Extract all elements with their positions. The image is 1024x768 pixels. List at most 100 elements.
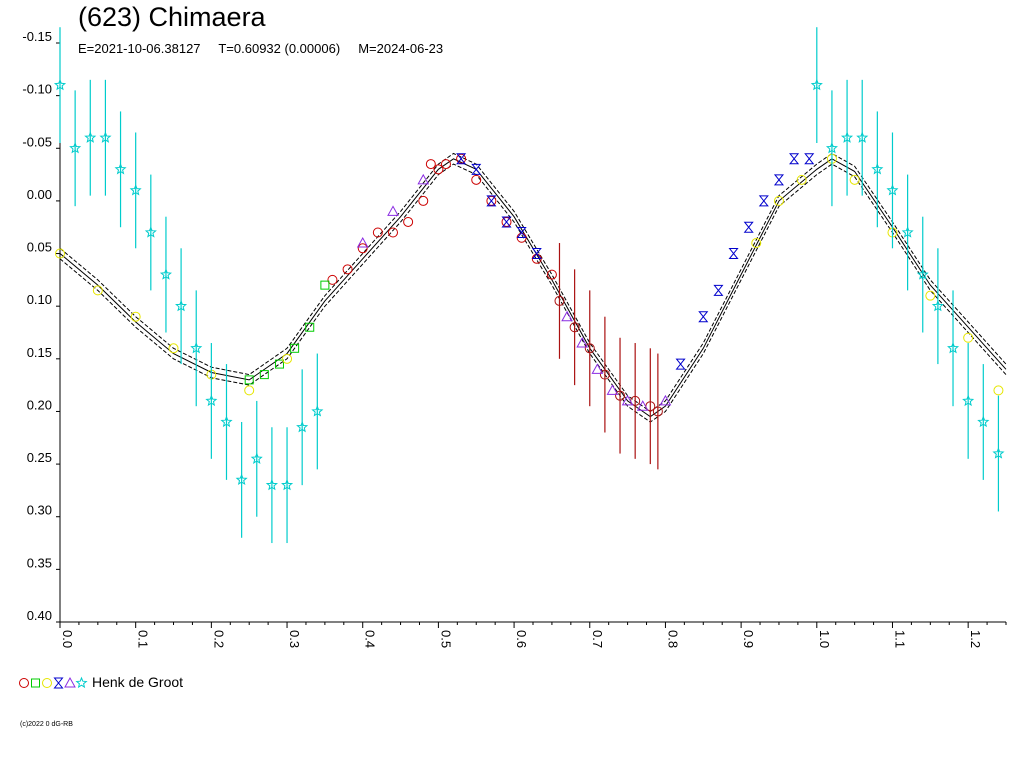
data-point bbox=[698, 311, 709, 323]
x-tick-label: 0.6 bbox=[514, 630, 529, 648]
data-point bbox=[99, 131, 112, 143]
data-point bbox=[296, 420, 309, 433]
lightcurve-plot: -0.15 -0.10 -0.05 0.00 0.05 0.10 0.15 0.20 0.25 0… bbox=[22, 27, 1007, 648]
data-point bbox=[372, 227, 383, 238]
data-point bbox=[501, 216, 512, 228]
data-point bbox=[615, 390, 626, 401]
data-point bbox=[713, 284, 724, 296]
data-point bbox=[554, 295, 565, 306]
data-point bbox=[69, 141, 82, 154]
y-tick-label: -0.05 bbox=[22, 134, 52, 149]
y-tick-label: 0.15 bbox=[27, 345, 52, 360]
data-point bbox=[55, 248, 65, 259]
data-point bbox=[456, 153, 467, 165]
data-point bbox=[804, 153, 815, 165]
data-point bbox=[621, 394, 634, 406]
x-tick-label: 1.0 bbox=[817, 630, 832, 648]
data-point bbox=[531, 248, 542, 260]
data-point bbox=[728, 248, 739, 260]
data-point bbox=[916, 268, 929, 280]
y-tick-label: 0.05 bbox=[27, 240, 52, 255]
data-point bbox=[810, 78, 823, 91]
data-point bbox=[963, 332, 974, 343]
data-point bbox=[599, 369, 610, 380]
data-point bbox=[175, 299, 188, 312]
data-point bbox=[743, 221, 754, 233]
data-point bbox=[274, 359, 284, 369]
data-point bbox=[886, 184, 899, 196]
data-point bbox=[576, 336, 589, 348]
data-point bbox=[250, 452, 263, 465]
data-point bbox=[342, 264, 353, 275]
x-tick-label: 0.8 bbox=[665, 630, 680, 648]
data-point bbox=[235, 473, 248, 485]
chart-title: (623) Chimaera bbox=[78, 2, 266, 32]
x-tick-label: 0.2 bbox=[211, 630, 226, 648]
y-tick-label: -0.10 bbox=[22, 82, 52, 97]
data-point bbox=[144, 226, 157, 238]
x-tick-label: 0.1 bbox=[136, 630, 151, 648]
data-point bbox=[546, 269, 557, 280]
data-point bbox=[856, 131, 869, 143]
data-point bbox=[84, 131, 97, 143]
data-point bbox=[825, 141, 838, 154]
data-point bbox=[675, 358, 686, 370]
data-point bbox=[130, 311, 141, 322]
x-tick-label: 0.0 bbox=[60, 630, 75, 648]
legend-symbol bbox=[64, 676, 76, 688]
chart-subtitle: E=2021-10-06.38127 T=0.60932 (0.00006) M… bbox=[78, 41, 443, 56]
data-point bbox=[849, 174, 860, 185]
legend-symbol bbox=[53, 677, 64, 689]
data-point bbox=[977, 415, 990, 428]
x-tick-label: 0.5 bbox=[438, 630, 453, 648]
legend-symbol bbox=[19, 678, 29, 688]
data-point bbox=[53, 78, 67, 91]
x-tick-label: 0.9 bbox=[741, 630, 756, 648]
data-point bbox=[205, 394, 218, 407]
legend-symbol bbox=[75, 676, 88, 689]
x-tick-label: 0.3 bbox=[287, 630, 302, 648]
x-tick-label: 0.4 bbox=[363, 630, 378, 648]
data-point bbox=[561, 310, 573, 322]
data-point bbox=[992, 447, 1005, 459]
data-point bbox=[190, 341, 203, 354]
y-tick-label: 0.10 bbox=[27, 292, 52, 307]
data-point bbox=[606, 384, 619, 395]
y-tick-label: 0.35 bbox=[27, 555, 52, 570]
data-point bbox=[433, 164, 444, 175]
data-point bbox=[773, 174, 785, 186]
data-point bbox=[789, 153, 800, 165]
legend-symbol bbox=[31, 678, 40, 688]
legend-symbol bbox=[42, 678, 52, 688]
data-point bbox=[993, 385, 1004, 396]
modified-text: M=2024-06-23 bbox=[358, 41, 444, 56]
data-point bbox=[357, 243, 368, 254]
data-point bbox=[92, 285, 103, 296]
period-text: T=0.60932 (0.00006) bbox=[218, 41, 341, 56]
data-point bbox=[796, 174, 807, 185]
y-tick-label: 0.20 bbox=[27, 397, 52, 412]
data-point bbox=[159, 268, 172, 280]
data-point bbox=[305, 322, 315, 332]
fit-curve bbox=[59, 163, 1007, 423]
data-point bbox=[659, 394, 672, 406]
data-point bbox=[486, 195, 497, 207]
data-point bbox=[417, 173, 430, 185]
legend-observer: Henk de Groot bbox=[92, 674, 184, 690]
data-point bbox=[569, 322, 580, 333]
data-point bbox=[425, 159, 436, 170]
data-point bbox=[356, 236, 369, 248]
data-point bbox=[584, 343, 595, 354]
x-tick-label: 0.7 bbox=[590, 630, 605, 648]
data-point bbox=[925, 290, 936, 301]
data-point bbox=[114, 162, 127, 175]
data-point bbox=[220, 415, 233, 428]
copyright: (c)2022 0 dG-RB bbox=[20, 721, 73, 728]
data-point bbox=[418, 195, 429, 206]
fit-curve bbox=[59, 152, 1007, 413]
data-point bbox=[387, 227, 398, 238]
data-point bbox=[947, 341, 960, 354]
data-point bbox=[320, 280, 330, 290]
data-point bbox=[840, 131, 854, 143]
legend-symbols bbox=[19, 676, 88, 689]
